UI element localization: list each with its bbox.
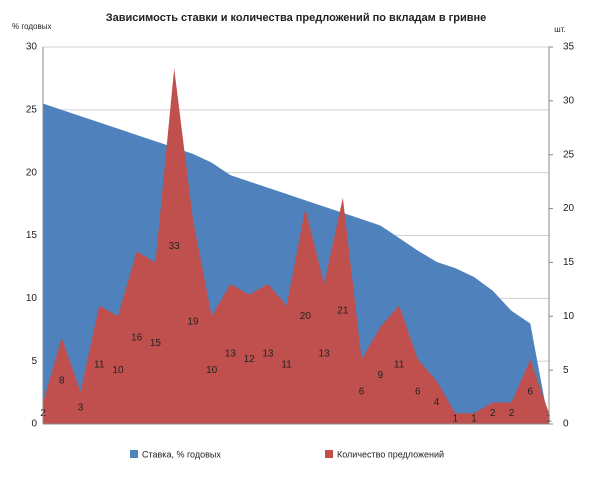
data-label: 3 bbox=[78, 402, 84, 413]
y2-tick-label: 25 bbox=[563, 149, 575, 160]
y-tick-label: 20 bbox=[26, 167, 38, 178]
data-label: 16 bbox=[131, 332, 143, 343]
data-label: 15 bbox=[150, 338, 162, 349]
data-label: 10 bbox=[112, 365, 124, 376]
y-axis-title: % годовых bbox=[12, 22, 51, 31]
y-tick-label: 5 bbox=[31, 356, 37, 367]
y-tick-label: 15 bbox=[26, 230, 38, 241]
chart-title: Зависимость ставки и количества предложе… bbox=[106, 12, 487, 24]
data-label: 13 bbox=[225, 349, 237, 360]
y2-axis-title: шт. bbox=[554, 25, 565, 34]
y2-tick-label: 20 bbox=[563, 203, 575, 214]
data-label: 6 bbox=[415, 386, 421, 397]
data-label: 11 bbox=[281, 359, 292, 370]
data-label: 21 bbox=[337, 306, 349, 317]
y-tick-label: 10 bbox=[26, 293, 38, 304]
y2-tick-label: 35 bbox=[563, 42, 575, 53]
y-tick-label: 25 bbox=[26, 104, 38, 115]
y2-tick-label: 0 bbox=[563, 419, 569, 430]
data-label: 9 bbox=[378, 370, 384, 381]
y-tick-label: 0 bbox=[31, 419, 37, 430]
data-label: 20 bbox=[300, 311, 312, 322]
area bbox=[43, 68, 549, 425]
data-label: 11 bbox=[394, 359, 405, 370]
legend-label: Ставка, % годовых bbox=[142, 449, 221, 459]
data-label: 2 bbox=[509, 408, 515, 419]
y2-tick-label: 30 bbox=[563, 95, 575, 106]
legend-label: Количество предложений bbox=[337, 449, 444, 459]
y2-tick-label: 10 bbox=[563, 311, 575, 322]
legend-swatch bbox=[325, 450, 333, 458]
data-label: 12 bbox=[244, 354, 256, 365]
data-label: 19 bbox=[187, 316, 199, 327]
data-label: 11 bbox=[94, 359, 105, 370]
data-label: 10 bbox=[206, 365, 218, 376]
data-label: 33 bbox=[169, 241, 181, 252]
data-label: 13 bbox=[262, 349, 274, 360]
data-label: 13 bbox=[319, 349, 331, 360]
data-label: 1 bbox=[453, 413, 459, 424]
data-label: 2 bbox=[490, 408, 496, 419]
y2-tick-label: 15 bbox=[563, 257, 575, 268]
data-label: 6 bbox=[359, 386, 365, 397]
legend-swatch bbox=[130, 450, 138, 458]
data-label: 6 bbox=[527, 386, 533, 397]
data-label: 4 bbox=[434, 397, 440, 408]
data-label: 8 bbox=[59, 376, 65, 387]
y2-tick-label: 5 bbox=[563, 365, 569, 376]
y-tick-label: 30 bbox=[26, 42, 38, 53]
data-label: 1 bbox=[471, 413, 477, 424]
